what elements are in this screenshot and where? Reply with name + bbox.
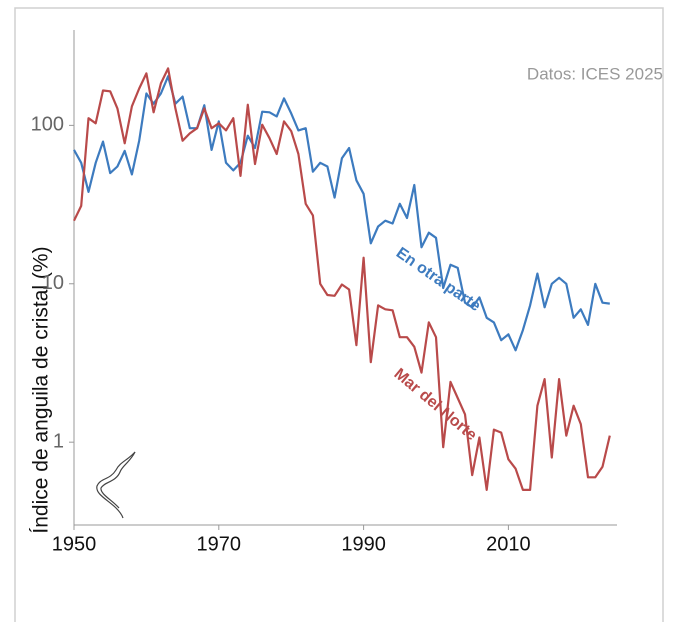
x-tick-label: 1990 <box>341 533 386 555</box>
x-tick-label: 2010 <box>486 533 531 555</box>
series-line <box>73 75 610 352</box>
y-tick-label: 100 <box>31 114 64 136</box>
eel-icon <box>96 451 136 519</box>
series-label: Mar del Norte <box>391 365 480 444</box>
source-note: Datos: ICES 2025 <box>527 64 663 83</box>
y-tick-label: 1 <box>53 430 64 452</box>
y-tick-label: 10 <box>42 272 64 294</box>
x-tick-label: 1950 <box>52 533 97 555</box>
y-axis-title: Índice de anguila de cristal (%) <box>30 246 53 533</box>
eel-icon-body <box>96 451 136 519</box>
x-tick-label: 1970 <box>197 533 242 555</box>
panel-border <box>14 7 664 622</box>
eel-icon-outline <box>100 451 136 509</box>
series-line <box>73 67 611 491</box>
